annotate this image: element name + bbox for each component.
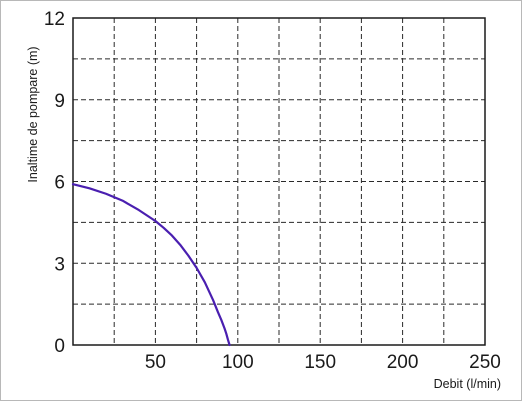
series-line xyxy=(71,183,231,347)
y-axis-title: Inaltime de pompare (m) xyxy=(26,46,40,182)
grid-lines xyxy=(73,18,485,345)
y-tick-label: 3 xyxy=(54,254,65,275)
x-tick-label: 50 xyxy=(145,352,166,373)
y-tick-label: 9 xyxy=(54,91,65,112)
y-tick-label: 0 xyxy=(54,336,65,357)
x-axis-title: Debit (l/min) xyxy=(434,377,501,391)
tick-labels: 0 3 6 9 12 50 100 150 200 250 xyxy=(44,9,501,373)
plot-frame xyxy=(72,17,486,346)
x-tick-label: 250 xyxy=(469,352,501,373)
x-tick-label: 100 xyxy=(222,352,254,373)
y-tick-label: 12 xyxy=(44,9,65,30)
x-tick-label: 150 xyxy=(304,352,336,373)
x-tick-label: 200 xyxy=(387,352,419,373)
y-tick-label: 6 xyxy=(54,173,65,194)
series-layer xyxy=(71,183,231,347)
